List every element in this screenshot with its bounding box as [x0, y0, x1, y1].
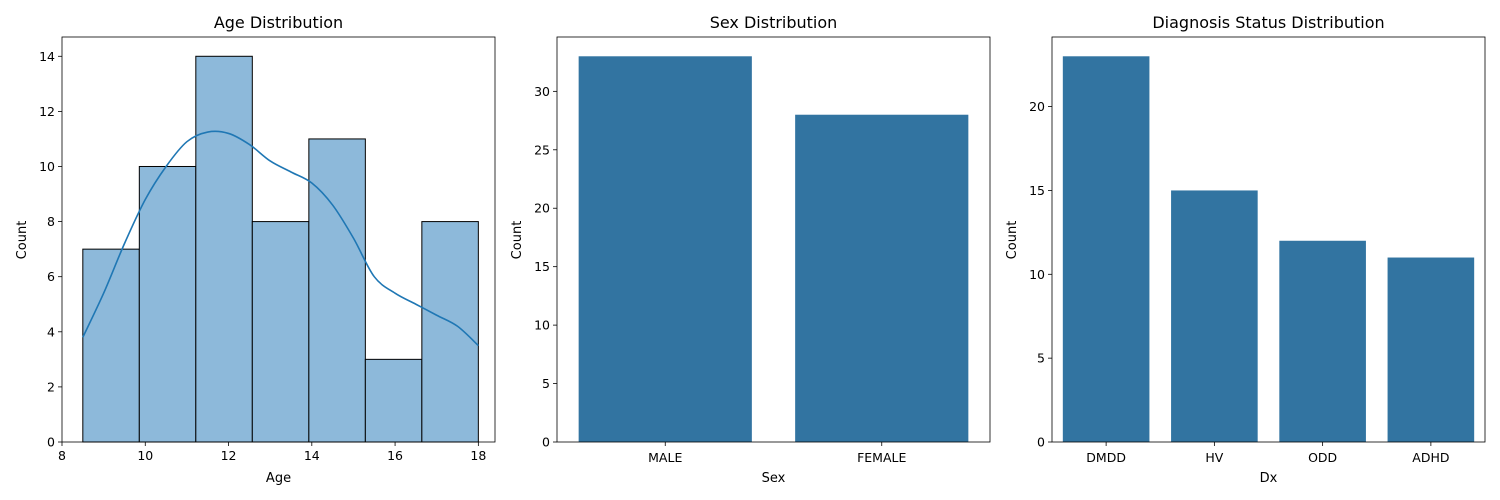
x-tick-label: ODD [1308, 450, 1337, 465]
x-tick-label: 12 [221, 448, 237, 463]
y-tick-label: 20 [534, 201, 550, 216]
y-axis-label: Count [510, 221, 525, 260]
x-tick-label: MALE [648, 450, 682, 465]
y-axis-label: Count [1005, 221, 1020, 260]
y-tick-label: 15 [1029, 183, 1045, 198]
chart-title: Sex Distribution [710, 13, 838, 32]
y-tick-label: 0 [47, 435, 55, 450]
bar [795, 114, 969, 443]
kde-line [82, 130, 479, 347]
bar [1171, 190, 1258, 442]
y-tick-label: 2 [47, 379, 55, 394]
axes-frame [61, 36, 496, 443]
x-tick-label: DMDD [1086, 450, 1126, 465]
histogram-bar [82, 248, 140, 443]
histogram-bar [421, 221, 479, 443]
y-tick-label: 10 [534, 318, 550, 333]
y-tick-label: 0 [542, 435, 550, 450]
bar [1062, 56, 1150, 443]
y-axis-label: Count [15, 221, 30, 260]
y-tick-label: 20 [1029, 99, 1045, 114]
y-tick-label: 5 [1037, 351, 1045, 366]
diagnosis-distribution-chart: Diagnosis Status Distribution Dx Count 0… [1005, 13, 1486, 486]
x-tick-label: 8 [58, 448, 66, 463]
bar [1279, 240, 1366, 442]
y-tick-label: 6 [47, 269, 55, 284]
y-tick-label: 4 [47, 324, 55, 339]
histogram-bar [195, 55, 253, 443]
sex-distribution-chart: Sex Distribution Sex Count 0 5 10 15 20 25 30 M… [510, 13, 991, 486]
bar [1387, 257, 1475, 442]
x-tick-label: 14 [304, 448, 320, 463]
y-tick-label: 30 [534, 84, 550, 99]
chart-title: Diagnosis Status Distribution [1152, 13, 1384, 32]
histogram-bar [364, 358, 423, 443]
x-tick-label: 10 [137, 448, 153, 463]
y-tick-label: 10 [39, 159, 55, 174]
x-axis-label: Dx [1260, 471, 1278, 486]
chart-title: Age Distribution [214, 13, 343, 32]
x-tick-label: ADHD [1412, 450, 1449, 465]
x-tick-label: FEMALE [857, 450, 906, 465]
x-axis-label: Sex [762, 471, 786, 486]
axes-frame [556, 36, 991, 443]
histogram-bar [138, 165, 197, 443]
y-tick-label: 12 [39, 104, 55, 119]
y-tick-label: 8 [47, 214, 55, 229]
y-tick-label: 0 [1037, 435, 1045, 450]
histogram-bar [308, 138, 366, 443]
y-tick-label: 14 [39, 49, 55, 64]
x-axis-label: Age [266, 471, 291, 486]
x-tick-label: 18 [470, 448, 486, 463]
x-tick-label: HV [1205, 450, 1223, 465]
y-tick-label: 5 [542, 376, 550, 391]
axes-frame [1051, 36, 1486, 443]
y-tick-label: 10 [1029, 267, 1045, 282]
histogram-bar [251, 221, 310, 443]
age-distribution-chart: Age Distribution Age Count 0 2 4 6 8 10 12 14 8 1… [15, 13, 496, 486]
bar [578, 56, 752, 443]
y-tick-label: 15 [534, 259, 550, 274]
x-tick-label: 16 [387, 448, 403, 463]
y-tick-label: 25 [534, 142, 550, 157]
